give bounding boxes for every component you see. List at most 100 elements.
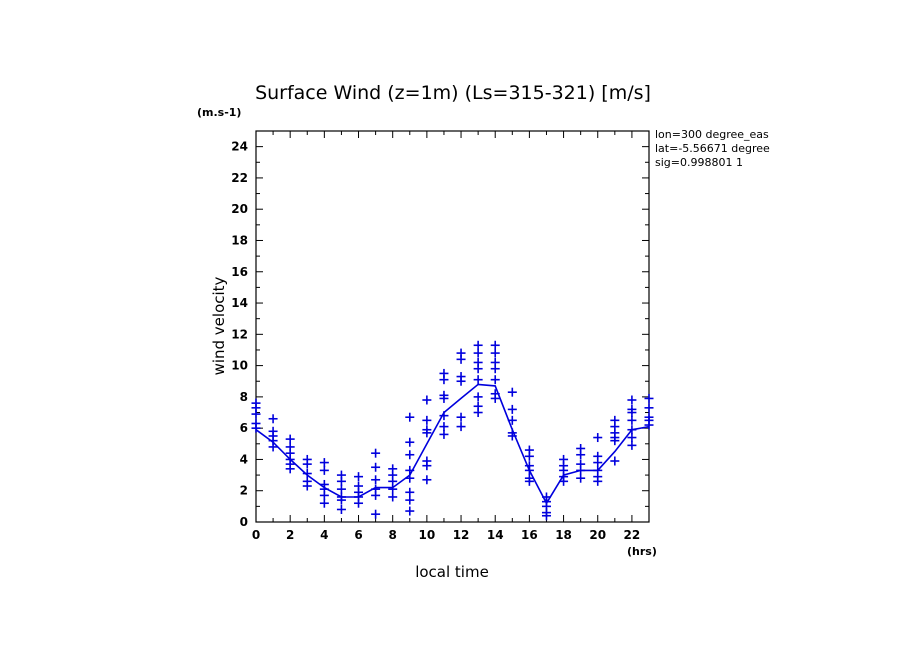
chart-title: Surface Wind (z=1m) (Ls=315-321) [m/s] xyxy=(255,82,651,104)
y-tick-label: 18 xyxy=(231,233,248,247)
data-point-marker xyxy=(456,354,466,364)
data-point-marker xyxy=(507,431,517,441)
data-point-marker xyxy=(302,469,312,479)
data-point-marker xyxy=(371,490,381,500)
data-point-marker xyxy=(405,450,415,460)
x-tick-label: 12 xyxy=(453,528,470,542)
info-sig: sig=0.998801 1 xyxy=(655,156,743,169)
data-point-marker xyxy=(627,415,637,425)
data-point-marker xyxy=(388,492,398,502)
data-point-marker xyxy=(524,465,534,475)
data-point-marker xyxy=(576,465,586,475)
data-point-marker xyxy=(251,423,261,433)
data-point-marker xyxy=(422,395,432,405)
data-point-marker xyxy=(388,476,398,486)
data-point-marker xyxy=(405,412,415,422)
data-point-marker xyxy=(319,490,329,500)
data-point-marker xyxy=(473,408,483,418)
y-tick-label: 22 xyxy=(231,171,248,185)
data-point-marker xyxy=(473,364,483,374)
x-tick-label: 22 xyxy=(624,528,641,542)
x-tick-label: 14 xyxy=(487,528,504,542)
data-point-marker xyxy=(336,476,346,486)
x-unit-label: (hrs) xyxy=(627,545,657,558)
mean-wind-line xyxy=(255,383,650,505)
data-point-marker xyxy=(627,440,637,450)
data-point-marker xyxy=(405,506,415,516)
x-tick-label: 16 xyxy=(521,528,538,542)
data-point-marker xyxy=(576,473,586,483)
y-tick-label: 8 xyxy=(240,390,248,404)
data-point-marker xyxy=(559,476,569,486)
data-point-marker xyxy=(371,475,381,485)
data-point-marker xyxy=(439,375,449,385)
data-point-marker xyxy=(507,415,517,425)
data-point-marker xyxy=(439,422,449,432)
data-point-marker xyxy=(422,415,432,425)
y-tick-label: 14 xyxy=(231,296,248,310)
data-point-marker xyxy=(490,393,500,403)
data-point-marker xyxy=(541,511,551,521)
y-tick-label: 4 xyxy=(240,452,248,466)
data-point-marker xyxy=(302,459,312,469)
data-point-marker xyxy=(610,456,620,466)
data-point-marker xyxy=(405,437,415,447)
data-point-marker xyxy=(627,395,637,405)
data-point-marker xyxy=(490,348,500,358)
x-tick-label: 6 xyxy=(354,528,362,542)
data-point-marker xyxy=(593,458,603,468)
data-point-marker xyxy=(610,436,620,446)
y-tick-label: 0 xyxy=(240,515,248,529)
data-point-marker xyxy=(627,425,637,435)
data-point-marker xyxy=(490,375,500,385)
data-point-marker xyxy=(473,392,483,402)
x-tick-label: 10 xyxy=(419,528,436,542)
data-point-marker xyxy=(490,364,500,374)
data-layer xyxy=(251,340,654,521)
plot-frame xyxy=(255,130,650,523)
data-point-marker xyxy=(627,433,637,443)
x-tick-label: 18 xyxy=(555,528,572,542)
y-tick-label: 16 xyxy=(231,265,248,279)
data-point-marker xyxy=(405,487,415,497)
info-lon: lon=300 degree_eas xyxy=(655,128,769,141)
data-point-marker xyxy=(507,404,517,414)
y-tick-label: 20 xyxy=(231,202,248,216)
y-tick-label: 6 xyxy=(240,421,248,435)
data-point-marker xyxy=(490,340,500,350)
data-point-marker xyxy=(285,464,295,474)
data-point-marker xyxy=(251,409,261,419)
y-tick-label: 2 xyxy=(240,484,248,498)
data-point-marker xyxy=(405,495,415,505)
data-point-marker xyxy=(405,473,415,483)
data-point-marker xyxy=(627,408,637,418)
data-point-marker xyxy=(644,393,654,403)
data-point-marker xyxy=(319,498,329,508)
data-point-marker xyxy=(473,340,483,350)
data-point-marker xyxy=(302,481,312,491)
data-point-marker xyxy=(336,504,346,514)
data-point-marker xyxy=(593,433,603,443)
data-point-marker xyxy=(319,465,329,475)
data-point-marker xyxy=(268,442,278,452)
x-tick-label: 4 xyxy=(320,528,328,542)
data-point-marker xyxy=(354,498,364,508)
data-point-marker xyxy=(644,403,654,413)
data-point-marker xyxy=(268,414,278,424)
data-point-marker xyxy=(371,448,381,458)
data-point-marker xyxy=(285,434,295,444)
x-tick-label: 2 xyxy=(286,528,294,542)
data-point-marker xyxy=(336,495,346,505)
y-unit-label: (m.s-1) xyxy=(197,106,241,119)
data-point-marker xyxy=(422,475,432,485)
x-tick-label: 0 xyxy=(252,528,260,542)
data-point-marker xyxy=(644,420,654,430)
data-point-marker xyxy=(456,412,466,422)
data-point-marker xyxy=(422,428,432,438)
data-point-marker xyxy=(439,429,449,439)
data-point-marker xyxy=(576,450,586,460)
data-point-marker xyxy=(336,484,346,494)
data-point-marker xyxy=(473,375,483,385)
data-point-marker xyxy=(319,458,329,468)
